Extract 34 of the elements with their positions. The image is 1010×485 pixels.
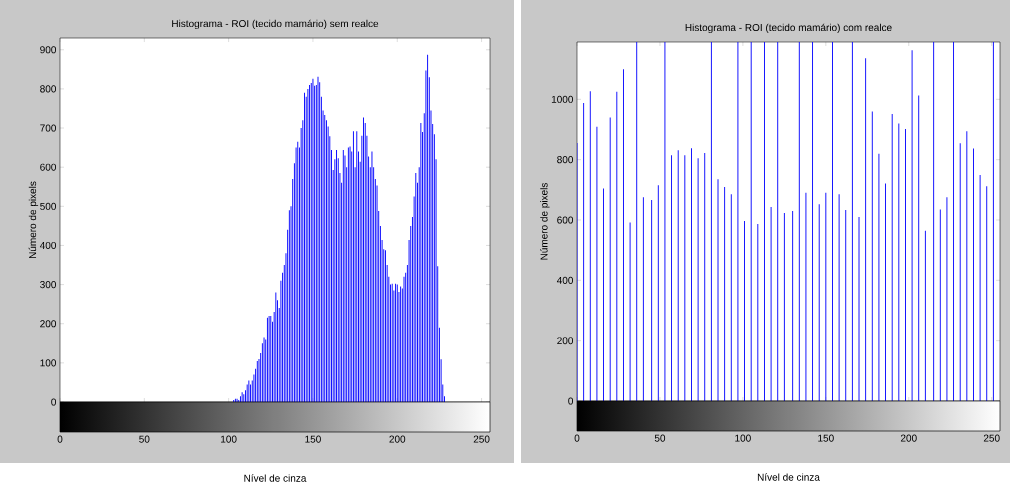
y-tick-label: 900 [40, 46, 56, 54]
chart-title: Histograma - ROI (tecido mamário) com realce [685, 23, 892, 34]
x-tick-label: 250 [983, 434, 1000, 442]
x-tick-label: 150 [305, 435, 321, 443]
y-tick-label: 200 [557, 337, 574, 345]
y-tick-label: 500 [40, 202, 56, 210]
x-tick-label: 50 [654, 434, 666, 442]
x-tick-label: 250 [473, 435, 490, 443]
x-tick-label: 0 [574, 434, 580, 442]
x-tick-label: 100 [735, 434, 751, 442]
x-tick-label: 150 [818, 434, 834, 442]
y-tick-label: 600 [40, 163, 56, 171]
x-axis-title: Nível de cinza [244, 474, 307, 482]
chart-title: Histograma - ROI (tecido mamário) sem realce [172, 19, 379, 30]
y-tick-label: 600 [557, 216, 574, 224]
y-tick-label: 0 [568, 397, 574, 405]
x-axis-title: Nível de cinza [757, 473, 820, 481]
x-tick-label: 200 [900, 434, 917, 442]
y-tick-label: 200 [40, 320, 56, 328]
y-tick-label: 0 [51, 398, 57, 406]
y-axis-title: Número de pixels [540, 182, 550, 260]
y-tick-label: 800 [557, 156, 574, 164]
y-tick-label: 100 [40, 359, 56, 367]
y-axis-title: Número de pixels [28, 181, 39, 259]
y-tick-label: 400 [556, 276, 574, 284]
y-tick-label: 800 [40, 85, 56, 93]
x-tick-label: 100 [221, 435, 237, 443]
y-tick-label: 400 [39, 241, 56, 249]
y-tick-label: 300 [40, 281, 56, 289]
x-tick-label: 200 [389, 435, 406, 443]
y-tick-label: 1000 [551, 95, 574, 103]
y-tick-label: 700 [40, 124, 56, 132]
x-tick-label: 0 [57, 435, 63, 443]
x-tick-label: 50 [139, 435, 150, 443]
